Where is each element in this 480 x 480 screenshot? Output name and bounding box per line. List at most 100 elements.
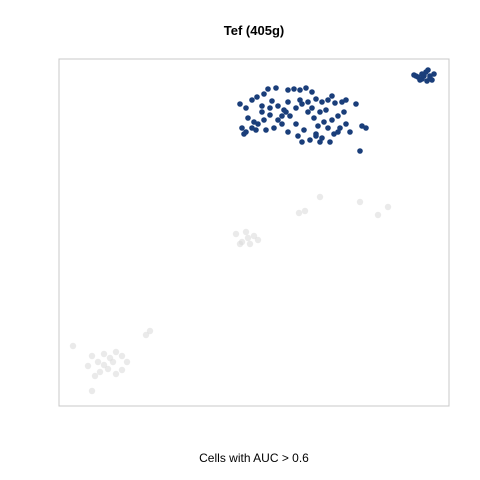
background-point (91, 372, 99, 380)
background-point (146, 327, 154, 335)
highlighted-point (417, 77, 423, 83)
background-point (104, 365, 112, 373)
highlighted-point (325, 97, 331, 103)
background-points (69, 193, 392, 395)
highlighted-point (261, 117, 267, 123)
highlighted-point (419, 71, 425, 77)
background-point (244, 234, 252, 242)
background-point (118, 366, 126, 374)
background-point (69, 342, 77, 350)
highlighted-point (325, 125, 331, 131)
highlighted-point (307, 137, 313, 143)
highlighted-point (253, 127, 259, 133)
highlighted-point (297, 87, 303, 93)
highlighted-point (243, 105, 249, 111)
background-point (88, 352, 96, 360)
highlighted-point (335, 113, 341, 119)
background-point (242, 228, 250, 236)
background-point (356, 198, 364, 206)
highlighted-point (267, 105, 273, 111)
highlighted-point (275, 117, 281, 123)
background-point (100, 350, 108, 358)
background-point (84, 362, 92, 370)
background-point (118, 352, 126, 360)
highlighted-point (287, 113, 293, 119)
chart-caption: Cells with AUC > 0.6 (199, 451, 309, 465)
highlighted-point (273, 85, 279, 91)
highlighted-point (265, 86, 271, 92)
highlighted-point (299, 139, 305, 145)
highlighted-point (347, 129, 353, 135)
highlighted-point (271, 125, 277, 131)
highlighted-point (275, 103, 281, 109)
background-point (94, 358, 102, 366)
highlighted-point (353, 101, 359, 107)
highlighted-point (261, 91, 267, 97)
highlighted-point (305, 99, 311, 105)
background-point (384, 203, 392, 211)
background-point (88, 387, 96, 395)
highlighted-point (305, 109, 311, 115)
highlighted-point (303, 85, 309, 91)
highlighted-point (319, 99, 325, 105)
background-point (374, 211, 382, 219)
highlighted-point (317, 139, 323, 145)
background-point (100, 361, 108, 369)
highlighted-point (329, 93, 335, 99)
highlighted-point (249, 97, 255, 103)
background-point (301, 207, 309, 215)
highlighted-point (239, 125, 245, 131)
highlighted-point (293, 121, 299, 127)
background-point (295, 209, 303, 217)
highlighted-point (313, 133, 319, 139)
highlighted-point (283, 109, 289, 115)
highlighted-point (285, 99, 291, 105)
background-point (96, 368, 104, 376)
highlighted-point (309, 89, 315, 95)
background-point (123, 358, 131, 366)
highlighted-point (259, 109, 265, 115)
highlighted-point (427, 75, 433, 81)
highlighted-points (237, 67, 437, 154)
highlighted-point (313, 96, 319, 102)
highlighted-point (279, 121, 285, 127)
highlighted-point (245, 115, 251, 121)
highlighted-point (327, 139, 333, 145)
highlighted-point (263, 127, 269, 133)
highlighted-point (332, 100, 338, 106)
highlighted-point (255, 121, 261, 127)
highlighted-point (259, 103, 265, 109)
background-point (250, 232, 258, 240)
highlighted-point (279, 113, 285, 119)
background-point (142, 331, 150, 339)
highlighted-point (343, 121, 349, 127)
highlighted-point (315, 123, 321, 129)
highlighted-point (323, 107, 329, 113)
highlighted-point (329, 117, 335, 123)
background-point (254, 236, 262, 244)
highlighted-point (343, 97, 349, 103)
highlighted-point (335, 129, 341, 135)
highlighted-point (363, 125, 369, 131)
highlighted-point (295, 133, 301, 139)
highlighted-point (341, 109, 347, 115)
highlighted-point (309, 105, 315, 111)
plot-frame (58, 58, 450, 407)
background-point (316, 193, 324, 201)
highlighted-point (431, 71, 437, 77)
highlighted-point (254, 94, 260, 100)
highlighted-point (311, 115, 317, 121)
background-point (112, 370, 120, 378)
background-point (232, 230, 240, 238)
highlighted-point (241, 131, 247, 137)
highlighted-point (413, 73, 419, 79)
highlighted-point (269, 98, 275, 104)
background-point (112, 348, 120, 356)
highlighted-point (425, 67, 431, 73)
highlighted-point (285, 129, 291, 135)
highlighted-point (291, 86, 297, 92)
highlighted-point (301, 127, 307, 133)
highlighted-point (267, 112, 273, 118)
highlighted-point (321, 119, 327, 125)
